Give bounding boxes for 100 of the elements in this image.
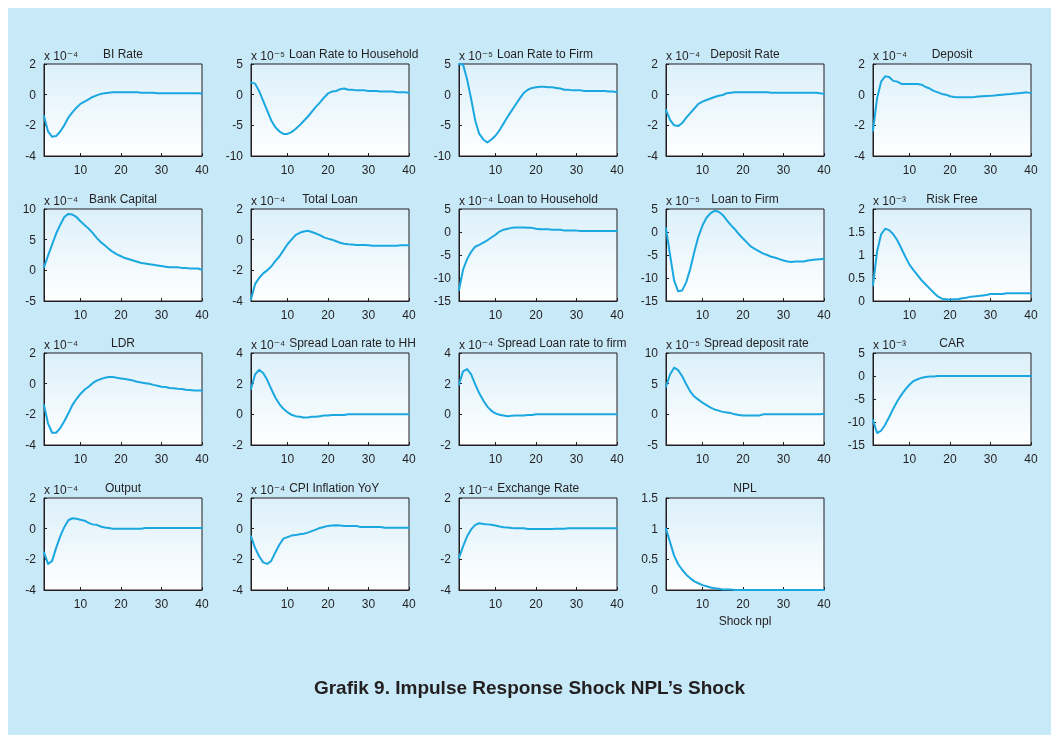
chart-title: Output [104, 481, 142, 496]
x-tick-label: 40 [195, 163, 209, 177]
y-tick-label: -15 [640, 293, 659, 308]
y-tick-label: -4 [647, 149, 659, 163]
x-tick-label: 10 [488, 163, 502, 177]
y-tick-label: 0 [443, 521, 451, 536]
line-series [664, 367, 825, 417]
chart-title: Deposit Rate [710, 47, 780, 61]
chart-title: Loan to Household [496, 191, 598, 206]
y-axis-title: x 10⁻⁵ [665, 338, 700, 353]
y-axis-title: x 10⁻⁴ [458, 338, 493, 353]
y-tick-label: 2 [29, 491, 37, 506]
x-tick-label: 30 [362, 452, 376, 467]
x-tick-label: 10 [73, 452, 88, 467]
y-tick-label: 2 [651, 57, 659, 71]
y-tick-label: 5 [651, 377, 659, 392]
y-tick-label: -5 [647, 438, 659, 453]
x-tick-label: 40 [817, 597, 831, 612]
y-tick-label: -2 [25, 552, 37, 567]
x-tick-label: 40 [402, 597, 417, 612]
line-series [250, 524, 411, 566]
y-tick-label: -4 [25, 438, 37, 453]
y-tick-label: 0 [29, 521, 37, 536]
y-tick-label: -5 [854, 392, 866, 407]
y-tick-label: 5 [443, 201, 451, 216]
y-tick-label: -15 [433, 293, 451, 308]
x-tick-label: 30 [776, 452, 791, 467]
chart-title: CAR [939, 336, 965, 351]
x-tick-label: 10 [488, 307, 502, 322]
y-tick-label: -10 [640, 270, 659, 285]
x-tick-label: 20 [114, 307, 128, 322]
x-tick-label: 30 [983, 163, 998, 177]
x-tick-label: 40 [1024, 163, 1038, 177]
y-tick-label: 2 [236, 201, 244, 216]
chart-title: Loan Rate to Firm [496, 47, 593, 61]
y-tick-label: -2 [25, 118, 37, 133]
x-tick-label: 20 [736, 597, 750, 612]
x-tick-label: 40 [195, 307, 209, 322]
chart-title: CPI Inflation YoY [289, 481, 380, 496]
line-series [457, 368, 618, 418]
x-tick-label: 40 [402, 307, 417, 322]
y-axis-title: x 10⁻³ [873, 193, 907, 208]
y-tick-label: 5 [858, 346, 866, 361]
x-tick-label: 20 [528, 163, 543, 177]
y-tick-label: 1 [858, 247, 866, 262]
chart-title: Deposit [931, 47, 974, 61]
y-tick-label: -5 [232, 118, 244, 133]
y-axis-title: x 10⁻⁴ [44, 338, 79, 353]
line-series [250, 369, 411, 419]
x-tick-label: 10 [281, 452, 295, 467]
x-tick-label: 30 [362, 307, 376, 322]
y-axis-title: x 10⁻⁴ [251, 483, 286, 498]
y-axis-title: x 10⁻⁴ [665, 49, 700, 63]
x-tick-label: 10 [695, 452, 710, 467]
x-tick-label: 20 [736, 307, 750, 322]
text: Grafik 9. Impulse Response Shock NPL’s Shock [312, 677, 747, 699]
x-tick-label: 40 [402, 163, 417, 177]
chart-title: Exchange Rate [496, 481, 580, 496]
x-tick-label: 30 [154, 452, 169, 467]
y-tick-label: 2 [29, 346, 37, 361]
line-series [457, 522, 618, 559]
y-axis-title: x 10⁻³ [873, 338, 907, 353]
y-axis-title: x 10⁻⁴ [458, 483, 493, 498]
y-tick-label: 5 [29, 232, 37, 247]
y-tick-label: -4 [854, 149, 866, 163]
line-series [457, 226, 618, 291]
y-tick-label: -15 [847, 438, 866, 453]
y-tick-label: -2 [854, 118, 866, 133]
y-tick-label: 0 [858, 369, 866, 384]
x-tick-label: 10 [488, 597, 502, 612]
y-tick-label: 0.5 [848, 270, 866, 285]
x-tick-label: 10 [73, 307, 88, 322]
x-tick-label: 20 [321, 452, 336, 467]
y-tick-label: 0 [236, 232, 244, 247]
x-tick-label: 20 [114, 597, 128, 612]
x-tick-label: 20 [114, 452, 128, 467]
line-series [43, 517, 203, 566]
y-tick-label: 1.5 [848, 224, 866, 239]
y-tick-label: -4 [232, 583, 244, 598]
y-tick-label: 1.5 [641, 491, 659, 506]
x-tick-label: 20 [736, 452, 750, 467]
x-tick-label: 40 [609, 597, 624, 612]
y-tick-label: 2 [858, 57, 866, 71]
y-tick-label: 2 [236, 491, 244, 506]
x-tick-label: 40 [402, 452, 417, 467]
line-series [872, 375, 1032, 435]
x-tick-label: 40 [817, 163, 831, 177]
x-tick-label: 30 [776, 597, 791, 612]
y-axis-title: x 10⁻⁵ [665, 193, 700, 208]
y-tick-label: -10 [433, 270, 451, 285]
y-tick-label: -10 [225, 149, 244, 163]
y-tick-label: -4 [25, 583, 37, 598]
y-tick-label: -5 [647, 247, 659, 262]
chart-title: Spread deposit rate [703, 336, 809, 351]
x-tick-label: 40 [609, 163, 624, 177]
y-tick-label: 0 [651, 583, 659, 598]
line-series [43, 376, 203, 435]
line-series [664, 91, 825, 128]
x-tick-label: 10 [902, 452, 917, 467]
y-tick-label: -4 [439, 583, 451, 598]
